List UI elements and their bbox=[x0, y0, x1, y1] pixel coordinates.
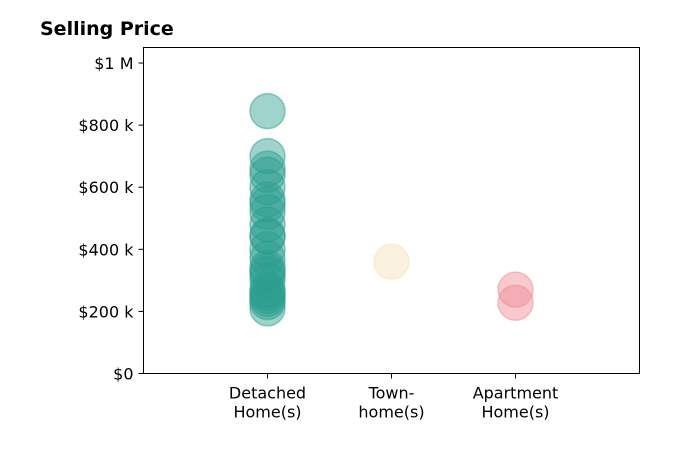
y-tick-label: $0 bbox=[113, 365, 133, 384]
y-tick-label: $1 M bbox=[94, 54, 133, 73]
data-point bbox=[249, 231, 286, 268]
x-tick-label: Home(s) bbox=[481, 403, 549, 422]
y-tick-label: $800 k bbox=[78, 116, 134, 135]
data-point bbox=[497, 271, 534, 308]
x-tick-label: Apartment bbox=[473, 384, 559, 403]
plot-frame bbox=[143, 47, 640, 374]
chart-title: Selling Price bbox=[40, 18, 174, 40]
y-tick-label: $400 k bbox=[78, 240, 134, 259]
data-point bbox=[249, 156, 286, 194]
y-tick-label: $200 k bbox=[78, 302, 134, 321]
data-points bbox=[249, 92, 534, 327]
y-axis: $0 $200 k $400 k $600 k $800 k $1 M bbox=[78, 54, 144, 384]
data-point bbox=[497, 284, 534, 321]
x-tick-label: Detached bbox=[229, 384, 306, 403]
data-point bbox=[249, 186, 286, 223]
x-tick-label: home(s) bbox=[358, 403, 424, 422]
x-tick-label: Town- bbox=[368, 384, 415, 403]
data-point bbox=[249, 92, 286, 130]
data-point bbox=[249, 290, 286, 327]
data-point bbox=[249, 206, 286, 243]
data-point bbox=[249, 240, 286, 277]
y-tick-label: $600 k bbox=[78, 178, 134, 197]
data-point bbox=[249, 262, 286, 299]
x-axis: DetachedHome(s)Town-home(s)ApartmentHome… bbox=[229, 373, 559, 422]
x-tick-label: Home(s) bbox=[233, 403, 301, 422]
data-point bbox=[249, 218, 286, 256]
data-point bbox=[373, 243, 410, 280]
data-point bbox=[249, 137, 286, 175]
